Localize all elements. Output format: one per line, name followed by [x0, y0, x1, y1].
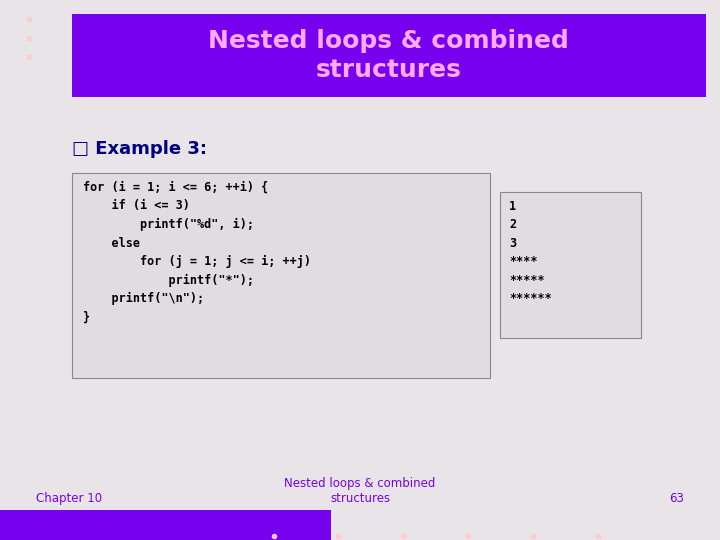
Bar: [72, 173, 490, 378]
Bar: [0, 510, 331, 540]
Text: □ Example 3:: □ Example 3:: [72, 139, 207, 158]
Bar: [500, 192, 641, 338]
Text: Nested loops & combined
structures: Nested loops & combined structures: [208, 29, 570, 82]
Text: 1
2
3
****
*****
******: 1 2 3 **** ***** ******: [509, 200, 552, 305]
Text: Chapter 10: Chapter 10: [36, 492, 102, 505]
Text: 63: 63: [669, 492, 684, 505]
Bar: [72, 14, 706, 97]
Text: for (i = 1; i <= 6; ++i) {
    if (i <= 3)
        printf("%d", i);
    else
   : for (i = 1; i <= 6; ++i) { if (i <= 3) p…: [83, 181, 311, 324]
Text: Nested loops & combined
structures: Nested loops & combined structures: [284, 477, 436, 505]
